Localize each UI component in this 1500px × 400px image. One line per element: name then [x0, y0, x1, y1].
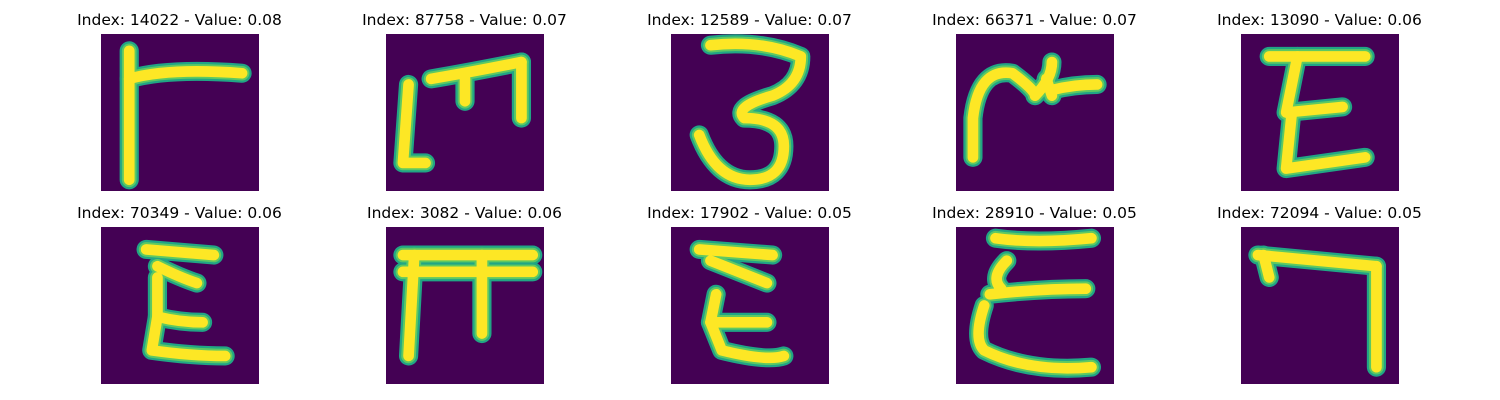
- panel-image: [101, 34, 259, 191]
- panel-title: Index: 72094 - Value: 0.05: [1217, 204, 1422, 222]
- handwritten-stroke: [146, 311, 231, 362]
- panel-title: Index: 13090 - Value: 0.06: [1217, 11, 1422, 29]
- image-panel: Index: 28910 - Value: 0.05: [892, 193, 1177, 384]
- handwritten-stroke: [1046, 79, 1103, 96]
- handwritten-stroke: [990, 232, 1097, 247]
- handwritten-stroke: [1258, 249, 1275, 283]
- panel-title: Index: 17902 - Value: 0.05: [647, 204, 852, 222]
- panel-title: Index: 28910 - Value: 0.05: [932, 204, 1137, 222]
- handwritten-stroke: [1040, 73, 1058, 102]
- handwritten-stroke: [973, 300, 1097, 374]
- handwritten-stroke: [397, 79, 431, 169]
- handwritten-stroke: [984, 283, 1092, 300]
- panel-image: [1241, 34, 1399, 191]
- image-panel: Index: 12589 - Value: 0.07: [607, 0, 892, 191]
- panel-title: Index: 87758 - Value: 0.07: [362, 11, 567, 29]
- image-panel: Index: 13090 - Value: 0.06: [1177, 0, 1462, 191]
- panel-title: Index: 70349 - Value: 0.06: [77, 204, 282, 222]
- image-panel: Index: 66371 - Value: 0.07: [892, 0, 1177, 191]
- handwritten-stroke: [693, 244, 778, 261]
- panel-image: [671, 34, 829, 191]
- handwritten-stroke: [425, 56, 527, 85]
- image-panel: Index: 14022 - Value: 0.08: [37, 0, 322, 191]
- panel-image: [386, 227, 544, 384]
- panel-title: Index: 66371 - Value: 0.07: [932, 11, 1137, 29]
- image-panel: Index: 70349 - Value: 0.06: [37, 193, 322, 384]
- handwritten-stroke: [152, 260, 203, 289]
- handwritten-stroke: [1280, 51, 1348, 118]
- panel-title: Index: 14022 - Value: 0.08: [77, 11, 282, 29]
- panel-image: [386, 34, 544, 191]
- handwritten-stroke: [705, 255, 773, 289]
- panel-image: [671, 227, 829, 384]
- handwritten-stroke: [1252, 249, 1382, 272]
- panel-image: [956, 34, 1114, 191]
- image-panel: Index: 17902 - Value: 0.05: [607, 193, 892, 384]
- panel-image: [956, 227, 1114, 384]
- image-panel: Index: 72094 - Value: 0.05: [1177, 193, 1462, 384]
- handwritten-stroke: [991, 255, 1013, 295]
- panel-title: Index: 12589 - Value: 0.07: [647, 11, 852, 29]
- handwritten-stroke: [123, 66, 248, 85]
- image-panel: Index: 87758 - Value: 0.07: [322, 0, 607, 191]
- panel-image: [101, 227, 259, 384]
- image-panel: Index: 3082 - Value: 0.06: [322, 193, 607, 384]
- panel-title: Index: 3082 - Value: 0.06: [367, 204, 562, 222]
- handwritten-stroke: [140, 244, 220, 261]
- handwritten-stroke: [705, 316, 790, 364]
- handwritten-stroke: [1280, 107, 1371, 174]
- panel-image: [1241, 227, 1399, 384]
- handwritten-stroke: [693, 38, 807, 186]
